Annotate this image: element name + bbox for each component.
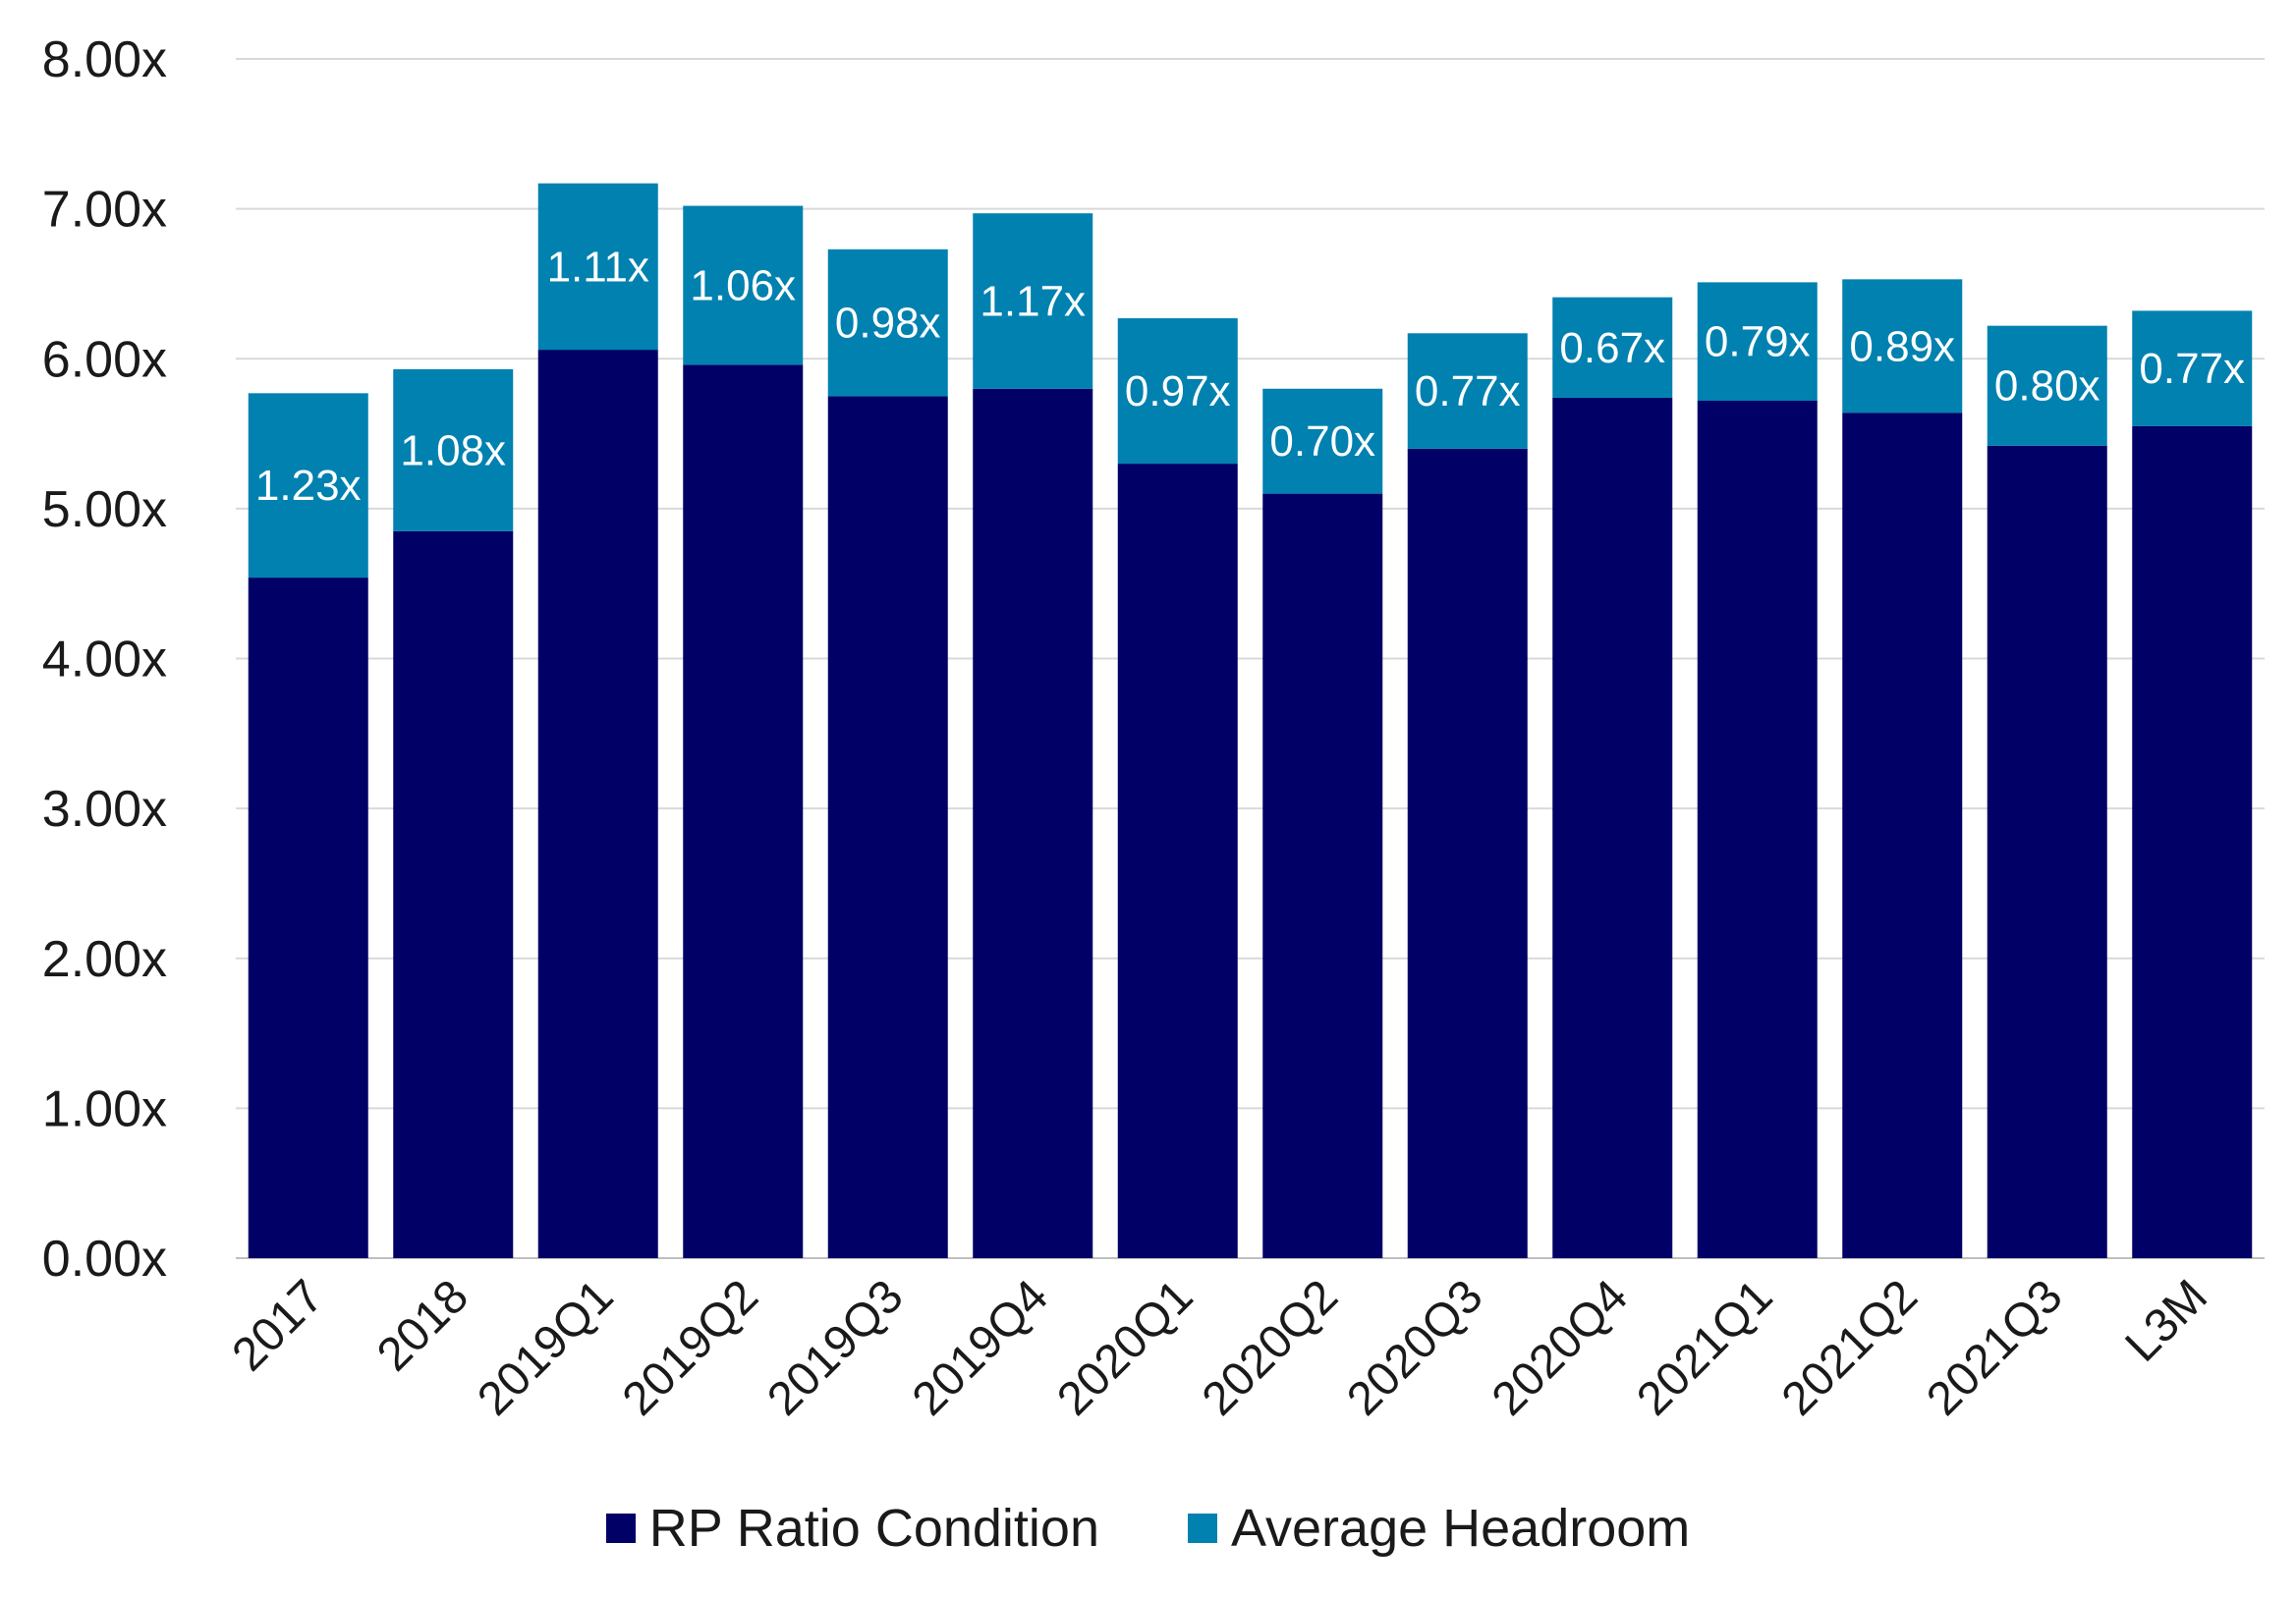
y-tick-label: 1.00x xyxy=(42,1080,167,1137)
bar-average-headroom xyxy=(1117,318,1238,465)
y-tick-label: 8.00x xyxy=(42,31,167,88)
bar-average-headroom xyxy=(1552,297,1673,398)
data-label-average-headroom: 1.11x xyxy=(547,243,649,291)
bar-rp-ratio-condition xyxy=(1262,493,1383,1258)
x-tick-label: 2020Q4 xyxy=(1483,1270,1638,1425)
x-axis-ticks: 2017 20182019Q12019Q22019Q32019Q42020Q120… xyxy=(223,1270,2217,1425)
bar-rp-ratio-condition xyxy=(1842,413,1963,1258)
data-label-average-headroom: 0.97x xyxy=(1125,367,1231,415)
data-labels: 1.23x 1.08x 1.11x 1.06x 0.98x 1.17x 0.97x 0.70x… xyxy=(255,243,2245,510)
legend-item-average-headroom: Average Headroom xyxy=(1187,1498,1691,1559)
data-label-average-headroom: 0.67x xyxy=(1559,324,1665,372)
x-tick-label: L3M xyxy=(2116,1270,2218,1372)
bar-average-headroom xyxy=(1697,282,1818,401)
x-tick-label: 2018 xyxy=(367,1270,478,1381)
x-tick-label: 2020Q3 xyxy=(1337,1270,1492,1425)
bar-rp-ratio-condition xyxy=(1552,397,1673,1258)
bar-average-headroom xyxy=(1842,279,1963,413)
bar-rp-ratio-condition xyxy=(537,350,658,1258)
x-tick-label: 2021Q3 xyxy=(1917,1270,2072,1425)
y-tick-label: 3.00x xyxy=(42,781,167,838)
x-tick-label: 2019Q2 xyxy=(613,1270,768,1425)
bar-rp-ratio-condition xyxy=(248,578,368,1258)
bar-average-headroom xyxy=(1407,333,1528,449)
data-label-average-headroom: 0.98x xyxy=(835,300,941,348)
data-label-average-headroom: 1.17x xyxy=(980,277,1086,325)
bar-average-headroom xyxy=(2132,310,2253,426)
legend: RP Ratio Condition Average Headroom xyxy=(0,1498,2296,1559)
legend-item-rp-ratio-condition: RP Ratio Condition xyxy=(605,1498,1099,1559)
bars xyxy=(248,183,2253,1259)
data-label-average-headroom: 0.70x xyxy=(1269,417,1375,466)
y-axis-ticks: 0.00x 1.00x 2.00x 3.00x 4.00x 5.00x 6.00x 7.00x… xyxy=(42,31,167,1288)
bar-rp-ratio-condition xyxy=(1987,445,2107,1259)
data-label-average-headroom: 0.80x xyxy=(1994,362,2100,411)
y-tick-label: 7.00x xyxy=(42,182,167,239)
data-label-average-headroom: 1.06x xyxy=(690,261,796,309)
data-label-average-headroom: 0.79x xyxy=(1705,318,1811,366)
x-tick-label: 2021Q2 xyxy=(1772,1270,1928,1425)
bar-average-headroom xyxy=(683,205,804,365)
legend-swatch-average-headroom xyxy=(1187,1514,1217,1543)
y-tick-label: 2.00x xyxy=(42,931,167,988)
bar-average-headroom xyxy=(827,248,948,397)
bar-rp-ratio-condition xyxy=(2132,425,2253,1258)
bar-average-headroom xyxy=(973,213,1093,389)
data-label-average-headroom: 0.77x xyxy=(1415,367,1521,415)
x-tick-label: 2019Q1 xyxy=(468,1270,623,1425)
y-tick-label: 5.00x xyxy=(42,481,167,538)
bar-rp-ratio-condition xyxy=(393,530,514,1258)
data-label-average-headroom: 0.89x xyxy=(1849,322,1955,370)
legend-label-average-headroom: Average Headroom xyxy=(1230,1499,1691,1558)
legend-label-rp-ratio-condition: RP Ratio Condition xyxy=(648,1499,1099,1558)
bar-average-headroom xyxy=(1987,325,2107,446)
legend-swatch-rp-ratio-condition xyxy=(605,1514,636,1543)
bar-average-headroom xyxy=(537,183,658,351)
x-tick-label: 2017 xyxy=(223,1270,334,1381)
y-tick-label: 4.00x xyxy=(42,632,167,689)
x-tick-label: 2021Q1 xyxy=(1627,1270,1782,1425)
y-tick-label: 6.00x xyxy=(42,331,167,388)
bar-average-headroom xyxy=(248,393,368,579)
data-label-average-headroom: 1.08x xyxy=(400,426,506,474)
bar-rp-ratio-condition xyxy=(1407,448,1528,1258)
bar-average-headroom xyxy=(393,368,514,531)
x-tick-label: 2020Q2 xyxy=(1193,1270,1348,1425)
bar-average-headroom xyxy=(1262,388,1383,494)
bar-rp-ratio-condition xyxy=(683,364,804,1259)
x-tick-label: 2019Q4 xyxy=(903,1270,1058,1425)
bar-rp-ratio-condition xyxy=(1117,464,1238,1258)
bar-rp-ratio-condition xyxy=(1697,400,1818,1258)
y-tick-label: 0.00x xyxy=(42,1231,167,1288)
data-label-average-headroom: 1.23x xyxy=(255,462,362,510)
bar-rp-ratio-condition xyxy=(973,388,1093,1258)
data-label-average-headroom: 0.77x xyxy=(2139,345,2245,393)
bar-rp-ratio-condition xyxy=(827,396,948,1258)
x-tick-label: 2020Q1 xyxy=(1047,1270,1203,1425)
x-tick-label: 2019Q3 xyxy=(757,1270,913,1425)
